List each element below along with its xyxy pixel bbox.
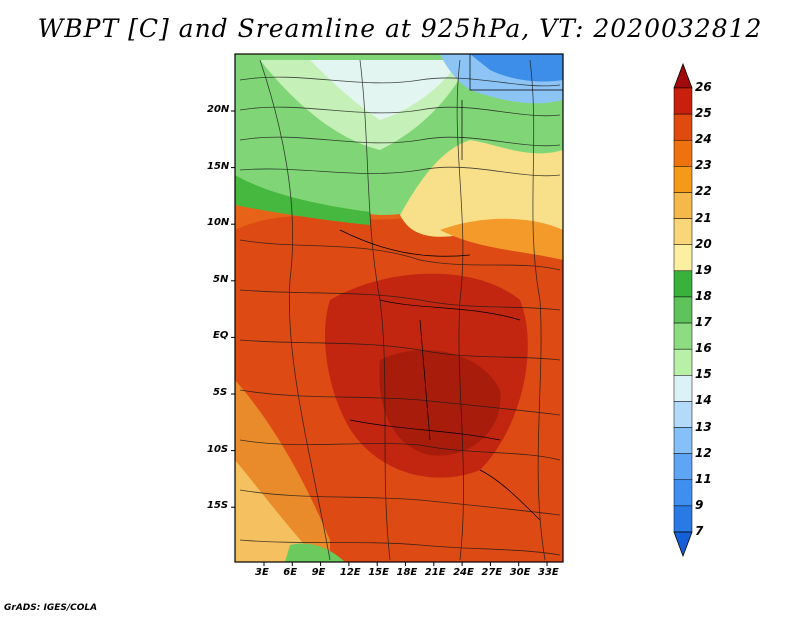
colorbar-segment [673, 505, 693, 533]
lon-ticks [263, 562, 548, 566]
colorbar-segment [673, 87, 693, 115]
colorbar-segment [673, 139, 693, 167]
colorbar-segment [673, 375, 693, 402]
map-frame [234, 53, 564, 563]
lat-label: EQ [213, 330, 229, 342]
colorbar-segment [673, 244, 693, 272]
colorbar-label: 25 [695, 106, 712, 121]
boundaries [339, 54, 563, 521]
southwest-yellow-band [235, 460, 320, 562]
lon-label: 30E [509, 567, 531, 578]
grads-credit: GrADS: IGES/COLA [4, 603, 98, 613]
lat-label: 10N [207, 217, 230, 229]
colorbar-label: 12 [695, 445, 712, 460]
colorbar-segment [673, 166, 693, 193]
colorbar-label: 13 [695, 419, 712, 434]
colorbar-segment [673, 218, 693, 245]
colorbar-segment [673, 270, 693, 298]
lat-label: 10S [207, 443, 229, 455]
lon-label: 15E [368, 567, 389, 578]
colorbar-label: 21 [695, 210, 712, 225]
lon-label: 18E [396, 567, 418, 578]
colorbar-max-triangle [673, 62, 693, 89]
lon-label: 3E [255, 567, 269, 578]
map-title: WBPT [C] and Sreamline at 925hPa, VT: 20… [37, 14, 763, 43]
orange-sudan-band [440, 218, 563, 260]
colorbar-segment [673, 401, 693, 428]
colorbar-label: 15 [695, 367, 712, 382]
colorbar-label: 26 [695, 80, 712, 94]
colorbar-label: 16 [695, 341, 712, 356]
colorbar-label: 20 [695, 236, 712, 251]
dark-green-sahel-band [235, 175, 370, 225]
deep-blue-northeast-area [470, 54, 563, 82]
colorbar-segment [673, 296, 693, 324]
colorbar-segment [673, 479, 693, 507]
colorbar-min-triangle [673, 531, 693, 558]
central-hot-core [379, 350, 501, 456]
colorbar-segment [673, 348, 693, 376]
lat-label: 15S [207, 500, 229, 512]
colorbar-label: 14 [695, 393, 712, 408]
colorbar-label: 7 [695, 524, 704, 538]
lat-label: 5N [213, 273, 229, 285]
colorbar-label: 19 [695, 262, 712, 277]
colorbar-label: 11 [695, 471, 712, 486]
colorbar-label: 23 [695, 158, 712, 173]
lon-label: 24E [453, 567, 474, 578]
lat-label: 15N [207, 160, 230, 172]
colorbar-segment [673, 113, 693, 141]
lat-label: 20N [207, 104, 230, 115]
colorbar-label: 24 [695, 132, 712, 147]
colorbar-segment [673, 322, 693, 350]
colorbar-label: 18 [695, 288, 712, 303]
colorbar-label: 22 [695, 184, 712, 199]
lon-label: 9E [311, 567, 326, 578]
colorbar-segment [673, 192, 693, 219]
lon-label: 21E [424, 567, 446, 578]
lon-label: 6E [283, 567, 298, 578]
lon-label: 33E [538, 567, 559, 578]
yellow-sudan-tongue [400, 140, 563, 240]
lon-label: 27E [481, 567, 503, 578]
pale-north-area [310, 60, 460, 120]
colorbar-segment [673, 427, 693, 454]
colorbar-segment [673, 453, 693, 481]
colorbar-label: 9 [695, 497, 704, 512]
colorbar-label: 17 [695, 315, 712, 330]
lat-label: 5S [213, 387, 228, 398]
lat-ticks [231, 110, 235, 508]
south-green-patch [285, 543, 345, 562]
lon-label: 12E [339, 567, 361, 578]
